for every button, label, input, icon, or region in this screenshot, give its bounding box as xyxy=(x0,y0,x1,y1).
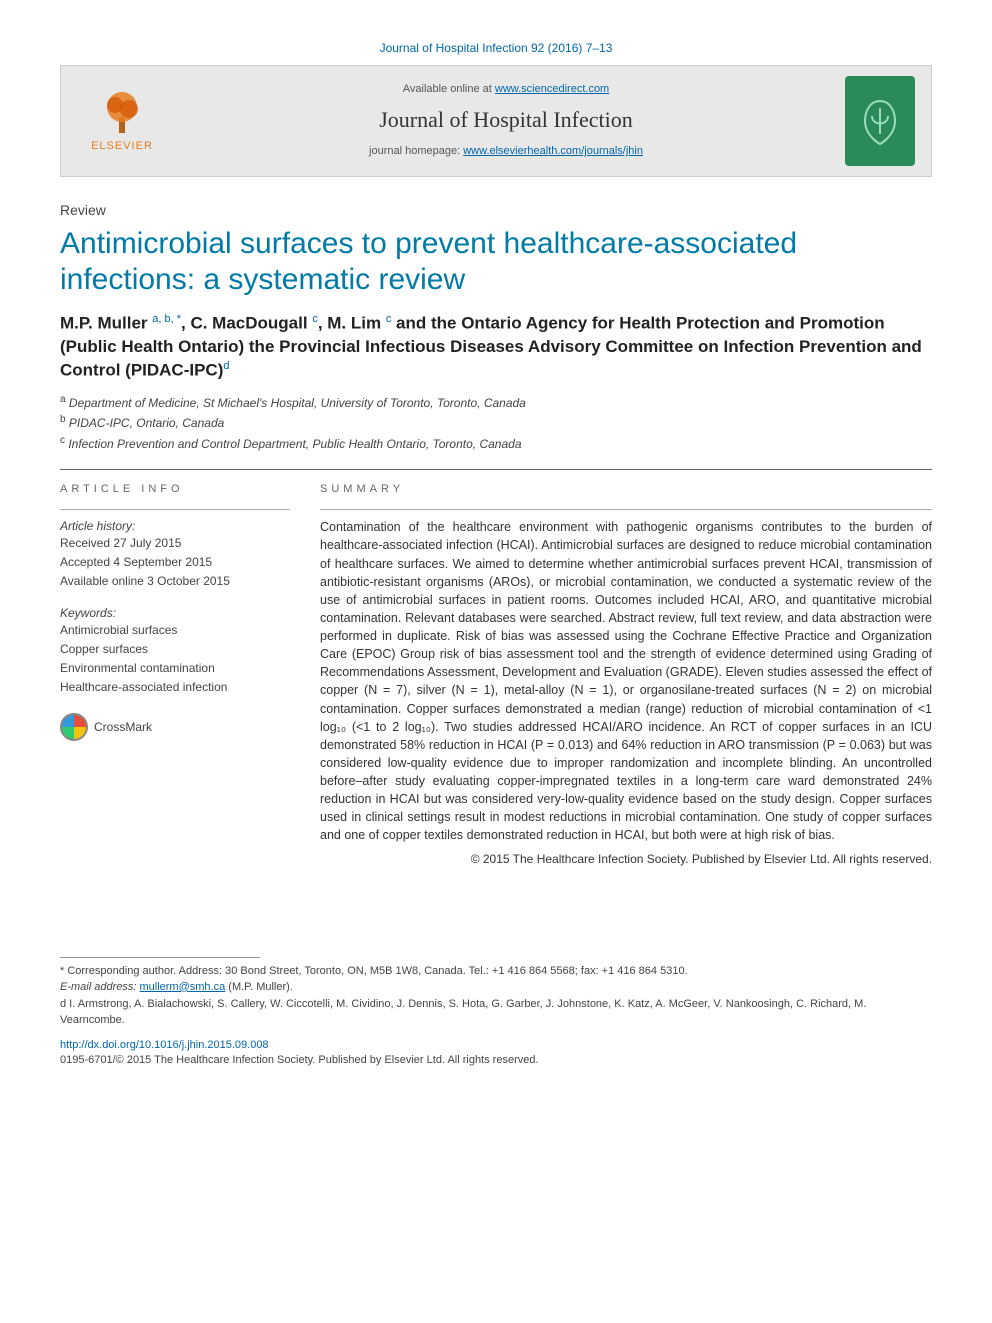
publisher-block: ELSEVIER xyxy=(77,87,167,154)
affiliation: b PIDAC-IPC, Ontario, Canada xyxy=(60,413,932,432)
info-divider xyxy=(60,509,290,510)
history-label: Article history: xyxy=(60,518,290,535)
keyword: Environmental contamination xyxy=(60,660,290,677)
available-prefix: Available online at xyxy=(403,83,495,95)
journal-name: Journal of Hospital Infection xyxy=(167,105,845,136)
received-line: Received 27 July 2015 xyxy=(60,535,290,552)
summary-body: Contamination of the healthcare environm… xyxy=(320,518,932,844)
article-type: Review xyxy=(60,201,932,221)
summary-divider xyxy=(320,509,932,510)
top-citation: Journal of Hospital Infection 92 (2016) … xyxy=(60,40,932,57)
affiliation: c Infection Prevention and Control Depar… xyxy=(60,434,932,453)
crossmark-badge[interactable]: CrossMark xyxy=(60,713,290,741)
article-info-column: ARTICLE INFO Article history: Received 2… xyxy=(60,482,290,867)
publisher-name: ELSEVIER xyxy=(91,139,153,154)
jhi-logo-icon xyxy=(860,96,900,146)
crossmark-icon xyxy=(60,713,88,741)
page-container: Journal of Hospital Infection 92 (2016) … xyxy=(0,0,992,1109)
article-title: Antimicrobial surfaces to prevent health… xyxy=(60,226,932,298)
crossmark-label: CrossMark xyxy=(94,719,152,736)
divider-top xyxy=(60,469,932,470)
summary-copyright: © 2015 The Healthcare Infection Society.… xyxy=(320,851,932,868)
footnote-rule xyxy=(60,957,260,958)
online-line: Available online 3 October 2015 xyxy=(60,573,290,590)
affiliations-block: a Department of Medicine, St Michael's H… xyxy=(60,393,932,453)
homepage-prefix: journal homepage: xyxy=(369,145,463,157)
keywords-label: Keywords: xyxy=(60,605,290,622)
elsevier-tree-icon xyxy=(97,87,147,137)
corresponding-author: * Corresponding author. Address: 30 Bond… xyxy=(60,964,932,979)
journal-banner: ELSEVIER Available online at www.science… xyxy=(60,65,932,177)
available-online-line: Available online at www.sciencedirect.co… xyxy=(167,82,845,97)
authors-line: M.P. Muller a, b, *, C. MacDougall c, M.… xyxy=(60,312,932,382)
journal-cover-icon xyxy=(845,76,915,166)
banner-center: Available online at www.sciencedirect.co… xyxy=(167,82,845,160)
keyword: Antimicrobial surfaces xyxy=(60,622,290,639)
two-column-layout: ARTICLE INFO Article history: Received 2… xyxy=(60,482,932,867)
sciencedirect-link[interactable]: www.sciencedirect.com xyxy=(495,83,609,95)
doi-link[interactable]: http://dx.doi.org/10.1016/j.jhin.2015.09… xyxy=(60,1038,932,1053)
email-line: E-mail address: mullerm@smh.ca (M.P. Mul… xyxy=(60,980,932,995)
email-suffix: (M.P. Muller). xyxy=(225,981,293,993)
affiliation: a Department of Medicine, St Michael's H… xyxy=(60,393,932,412)
keyword: Healthcare-associated infection xyxy=(60,679,290,696)
keywords-block: Keywords: Antimicrobial surfaces Copper s… xyxy=(60,605,290,695)
footnote-d: d I. Armstrong, A. Bialachowski, S. Call… xyxy=(60,997,932,1028)
summary-heading: SUMMARY xyxy=(320,482,932,497)
summary-column: SUMMARY Contamination of the healthcare … xyxy=(320,482,932,867)
email-label: E-mail address: xyxy=(60,981,139,993)
issn-line: 0195-6701/© 2015 The Healthcare Infectio… xyxy=(60,1053,932,1068)
journal-homepage-line: journal homepage: www.elsevierhealth.com… xyxy=(167,144,845,159)
article-info-heading: ARTICLE INFO xyxy=(60,482,290,497)
footer-block: * Corresponding author. Address: 30 Bond… xyxy=(60,957,932,1068)
email-link[interactable]: mullerm@smh.ca xyxy=(139,981,225,993)
accepted-line: Accepted 4 September 2015 xyxy=(60,554,290,571)
journal-homepage-link[interactable]: www.elsevierhealth.com/journals/jhin xyxy=(463,145,643,157)
keyword: Copper surfaces xyxy=(60,641,290,658)
